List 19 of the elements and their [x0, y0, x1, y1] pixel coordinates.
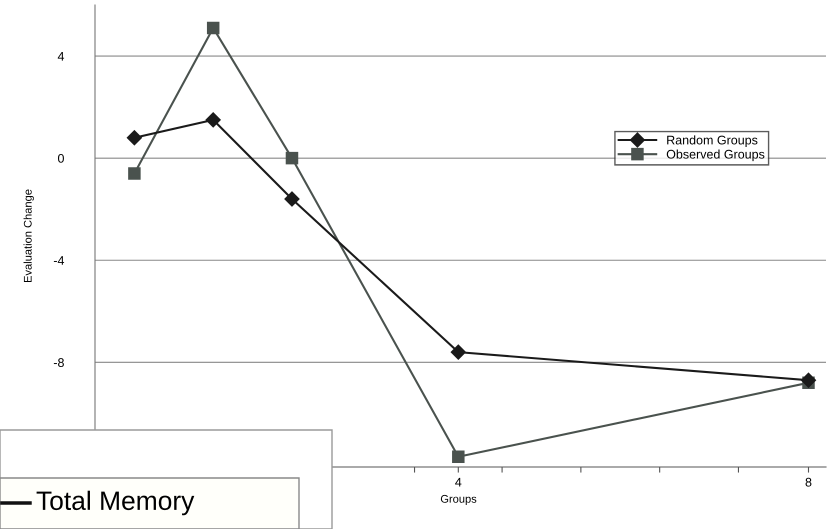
point: [284, 191, 300, 207]
y-tick-label: -8: [54, 358, 64, 367]
legend-label: Observed Groups: [666, 149, 764, 162]
point: [126, 130, 142, 146]
x-tick-label: 8: [806, 478, 812, 487]
y-tick-label: 0: [58, 154, 64, 163]
point: [286, 152, 298, 164]
text: Total Memory: [36, 490, 194, 516]
point: [128, 167, 141, 180]
point: [206, 22, 220, 34]
legend-label: Random Groups: [667, 135, 758, 147]
point: [800, 372, 816, 388]
y-tick-label: 4: [58, 52, 64, 61]
x-axis-title: Groups: [440, 494, 476, 505]
y-axis-title: Evaluation Change: [24, 190, 34, 282]
point: [452, 450, 465, 464]
y-tick-label: -4: [54, 256, 64, 265]
point: [450, 344, 466, 360]
point: [206, 112, 221, 128]
